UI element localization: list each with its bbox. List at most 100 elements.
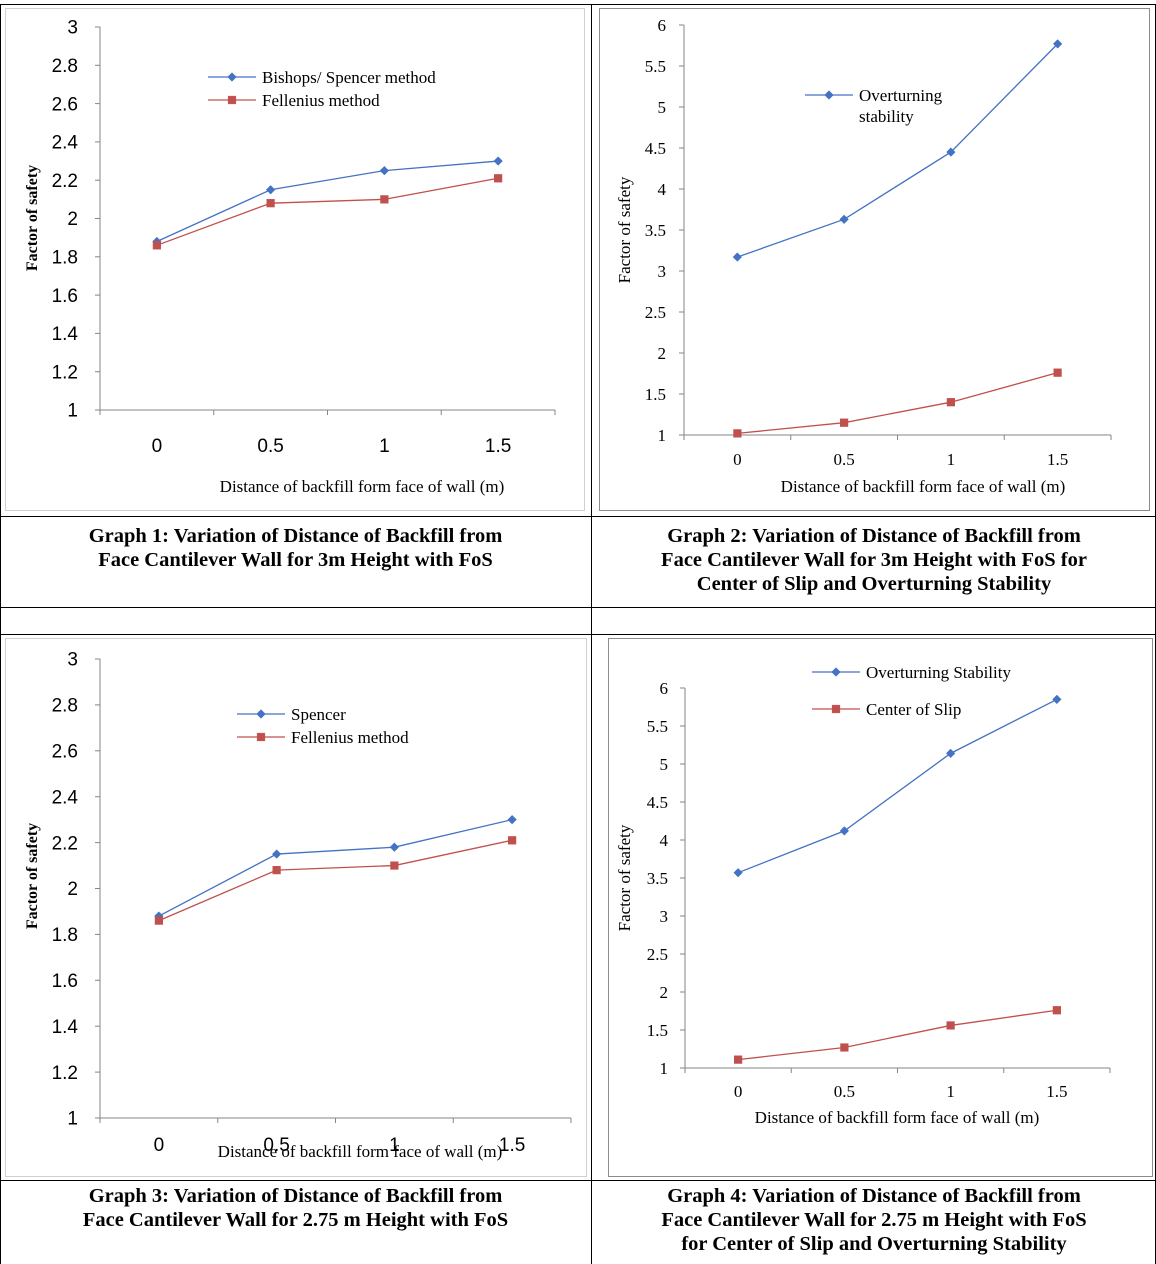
y-tick-label: 4.5 bbox=[647, 793, 668, 812]
y-tick-label: 1 bbox=[67, 401, 78, 422]
legend-label: Spencer bbox=[291, 705, 346, 724]
y-tick-label: 4 bbox=[658, 180, 667, 199]
caption-line: Face Cantilever Wall for 3m Height with … bbox=[661, 549, 1087, 571]
data-point bbox=[507, 814, 517, 825]
data-point bbox=[152, 241, 161, 250]
y-tick-label: 2.4 bbox=[52, 133, 79, 154]
y-axis-title: Factor of safety bbox=[24, 165, 41, 271]
data-point bbox=[733, 867, 743, 878]
caption-line: Graph 4: Variation of Distance of Backfi… bbox=[667, 1185, 1081, 1207]
data-point bbox=[380, 195, 389, 204]
y-tick-label: 3 bbox=[67, 650, 78, 671]
table-divider-row3 bbox=[0, 634, 1156, 635]
caption-line: Graph 2: Variation of Distance of Backfi… bbox=[667, 525, 1081, 547]
data-point bbox=[1053, 368, 1062, 377]
data-point bbox=[493, 156, 503, 166]
chart-frame-2 bbox=[599, 8, 1150, 511]
y-tick-label: 2 bbox=[67, 209, 78, 230]
series-line-2 bbox=[156, 177, 499, 246]
series-line-2 bbox=[737, 372, 1058, 435]
legend-label: Overturning bbox=[859, 86, 943, 105]
y-tick-label: 1.5 bbox=[645, 385, 666, 404]
x-tick-label: 1.5 bbox=[1047, 450, 1068, 469]
x-tick-label: 0 bbox=[152, 436, 163, 457]
series-line-1 bbox=[158, 819, 513, 917]
series-line-1 bbox=[737, 698, 1058, 874]
x-tick-label: 1.5 bbox=[485, 436, 511, 457]
y-tick-label: 2.2 bbox=[52, 833, 78, 854]
legend-label: Overturning Stability bbox=[866, 663, 1011, 682]
y-tick-label: 2.4 bbox=[52, 787, 79, 808]
x-tick-label: 0 bbox=[734, 1082, 743, 1101]
y-axis-title: Factor of safety bbox=[615, 824, 634, 931]
data-point bbox=[390, 861, 399, 870]
caption-line: Center of Slip and Overturning Stability bbox=[696, 573, 1052, 595]
y-tick-label: 2.2 bbox=[52, 171, 78, 192]
y-tick-label: 1 bbox=[67, 1109, 78, 1130]
x-axis-title: Distance of backfill form face of wall (… bbox=[220, 477, 505, 496]
legend-marker bbox=[824, 90, 834, 100]
chart-frame-4 bbox=[608, 638, 1153, 1177]
legend-marker bbox=[256, 732, 266, 742]
y-tick-label: 3.5 bbox=[647, 869, 668, 888]
data-point bbox=[839, 826, 850, 836]
chart-frame-3 bbox=[5, 638, 587, 1177]
chart-graph-1: 1 1.2 1.4 1.6 1.8 2 2.2 2.4 2.6 2.8 3 0 0.5 1 1.5 Dista… bbox=[24, 18, 556, 496]
y-tick-label: 2 bbox=[660, 983, 669, 1002]
data-point bbox=[1052, 694, 1062, 705]
x-axis-title: Distance of backfill form face of wall (… bbox=[781, 477, 1066, 496]
series-line-2 bbox=[158, 839, 513, 922]
y-tick-label: 5.5 bbox=[647, 717, 668, 736]
data-point bbox=[265, 185, 276, 195]
x-tick-label: 1 bbox=[946, 1082, 955, 1101]
y-tick-label: 5 bbox=[660, 755, 669, 774]
y-tick-label: 2 bbox=[67, 879, 78, 900]
caption-graph-2: Graph 2: Variation of Distance of Backfi… bbox=[592, 524, 1156, 596]
data-point bbox=[508, 836, 517, 845]
x-tick-label: 0.5 bbox=[834, 450, 855, 469]
caption-graph-3: Graph 3: Variation of Distance of Backfi… bbox=[0, 1184, 591, 1232]
data-point bbox=[732, 252, 743, 262]
data-point bbox=[266, 199, 275, 208]
chart-frame-1 bbox=[5, 8, 585, 511]
x-tick-label: 0 bbox=[154, 1135, 165, 1156]
y-tick-label: 2.6 bbox=[52, 741, 78, 762]
data-point bbox=[379, 165, 390, 176]
legend-marker bbox=[227, 95, 237, 105]
y-tick-label: 3 bbox=[658, 262, 667, 281]
x-tick-label: 1.5 bbox=[1046, 1082, 1067, 1101]
caption-graph-4: Graph 4: Variation of Distance of Backfi… bbox=[592, 1184, 1156, 1256]
x-tick-label: 1.5 bbox=[499, 1135, 525, 1156]
y-tick-label: 2.6 bbox=[52, 94, 78, 115]
y-tick-label: 1.4 bbox=[52, 1017, 79, 1038]
y-tick-label: 6 bbox=[660, 679, 669, 698]
legend-marker bbox=[831, 704, 841, 714]
data-point bbox=[946, 147, 956, 157]
x-tick-label: 0.5 bbox=[263, 1135, 289, 1156]
series-line-1 bbox=[156, 160, 499, 243]
data-point bbox=[271, 849, 282, 859]
data-point bbox=[154, 916, 163, 925]
x-tick-label: 0 bbox=[733, 450, 742, 469]
legend-marker bbox=[831, 667, 841, 677]
y-tick-label: 1.8 bbox=[52, 925, 78, 946]
x-tick-label: 0.5 bbox=[834, 1082, 855, 1101]
data-point bbox=[1052, 39, 1063, 49]
y-tick-label: 1 bbox=[658, 426, 667, 445]
y-tick-label: 1.8 bbox=[52, 247, 78, 268]
x-axis-title: Distance of backfill form face of wall (… bbox=[755, 1108, 1040, 1127]
chart-graph-3: 1 1.2 1.4 1.6 1.8 2 2.2 2.4 2.6 2.8 3 0 0.5 1 1.5Dista… bbox=[24, 650, 572, 1161]
y-tick-label: 1.4 bbox=[52, 324, 79, 345]
caption-line: Face Cantilever Wall for 3m Height with … bbox=[98, 549, 493, 571]
y-tick-label: 2 bbox=[658, 344, 667, 363]
y-tick-label: 3 bbox=[660, 907, 669, 926]
y-tick-label: 1.5 bbox=[647, 1021, 668, 1040]
y-tick-label: 3 bbox=[67, 18, 78, 39]
data-point bbox=[734, 1055, 743, 1064]
data-point bbox=[839, 214, 849, 225]
y-tick-label: 1.2 bbox=[52, 362, 78, 383]
legend-label: stability bbox=[859, 107, 914, 126]
y-tick-label: 6 bbox=[658, 16, 667, 35]
y-tick-label: 1.2 bbox=[52, 1063, 78, 1084]
data-point bbox=[733, 429, 742, 438]
